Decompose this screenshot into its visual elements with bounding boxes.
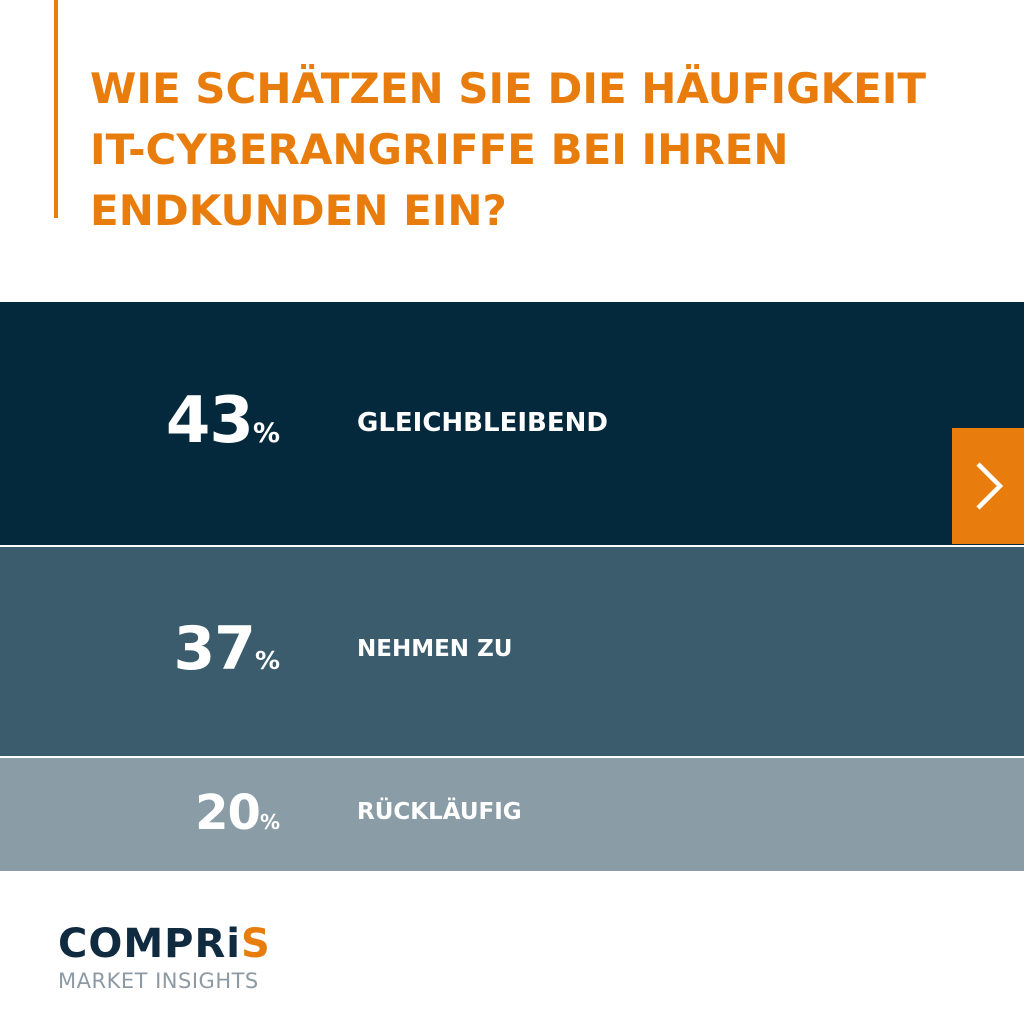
bar-value-number: 43 [165,383,254,458]
bar-label-1: GLEICHBLEIBEND [357,407,608,438]
compris-logo: COMPRiS MARKET INSIGHTS [58,922,271,994]
chevron-right-icon [976,462,1004,510]
bar-label-2: NEHMEN ZU [357,635,513,662]
logo-wordmark: COMPRiS [58,922,271,966]
next-slide-button[interactable] [952,428,1024,544]
logo-word-main: COMPRi [58,921,241,967]
bar-value-number: 37 [173,614,255,685]
bar-value-1: 43% [166,384,280,458]
bar-value-unit: % [254,646,280,676]
logo-word-accent: S [241,921,271,967]
bar-value-number: 20 [195,784,261,841]
title-line-3: ENDKUNDEN EIN? [90,186,507,235]
page-title: WIE SCHÄTZEN SIE DIE HÄUFIGKEIT IT-CYBER… [90,58,970,241]
title-accent-line [54,0,58,218]
bar-1 [0,302,1024,545]
bar-3 [0,758,1024,871]
title-line-1: WIE SCHÄTZEN SIE DIE HÄUFIGKEIT [90,64,927,113]
bar-value-unit: % [252,417,280,449]
bar-value-2: 37% [173,614,280,684]
logo-subtitle: MARKET INSIGHTS [58,969,259,993]
bar-value-3: 20% [195,785,280,841]
title-line-2: IT-CYBERANGRIFFE BEI IHREN [90,125,789,174]
bar-value-unit: % [259,809,280,834]
bar-2 [0,547,1024,756]
bar-label-3: RÜCKLÄUFIG [357,798,522,825]
